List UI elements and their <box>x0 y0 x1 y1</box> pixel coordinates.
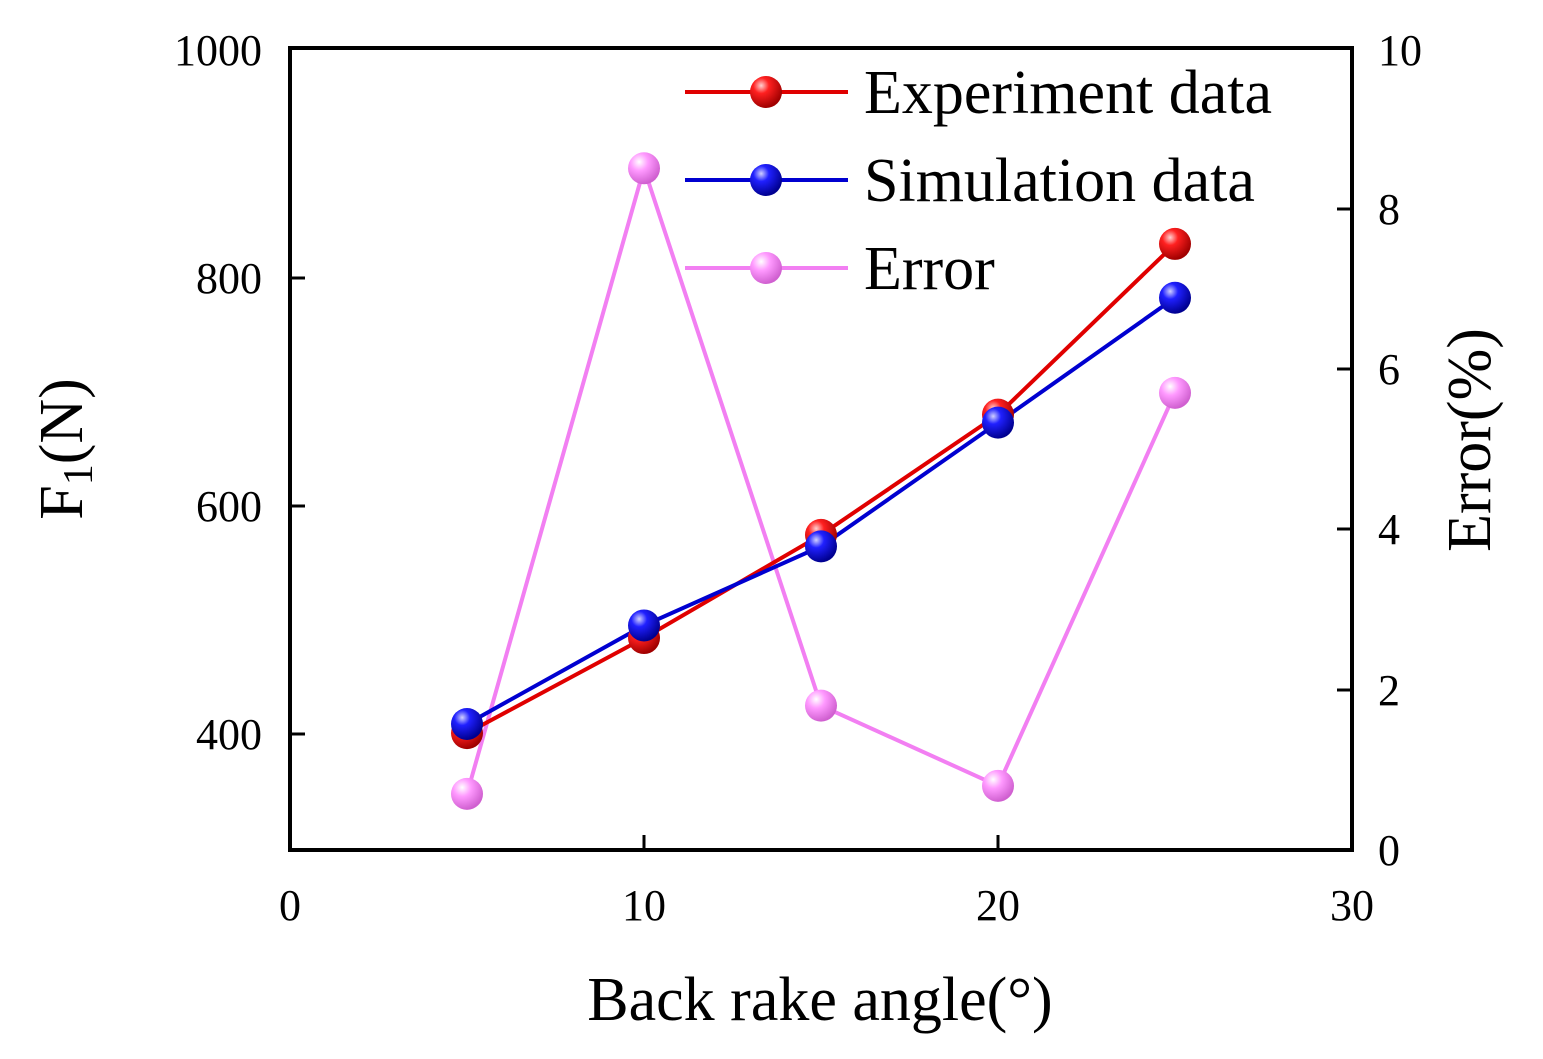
legend-label-simulation: Simulation data <box>864 147 1255 215</box>
legend-label-error: Error <box>864 235 995 303</box>
y2-axis-title: Error(%) <box>1436 328 1504 552</box>
data-point-simulation <box>805 530 837 563</box>
y-tick-label: 400 <box>196 710 262 759</box>
x-tick-label: 0 <box>279 881 301 930</box>
y-axis-left: 400 600 800 1000 F1(N) <box>28 26 305 759</box>
y-axis-title: F1(N) <box>28 378 102 520</box>
legend-marker-error <box>750 252 782 284</box>
data-point-simulation <box>982 406 1014 439</box>
data-point-error <box>982 769 1014 802</box>
y2-tick-label: 0 <box>1378 826 1400 875</box>
y2-tick-label: 6 <box>1378 345 1400 394</box>
x-tick-label: 30 <box>1330 881 1374 930</box>
data-point-experiment <box>1159 227 1191 260</box>
series-line-simulation <box>466 296 1177 726</box>
y2-tick-label: 8 <box>1378 185 1400 234</box>
data-point-simulation <box>1159 281 1191 314</box>
data-point-simulation <box>628 609 660 642</box>
y2-tick-label: 4 <box>1378 505 1400 554</box>
plot-frame <box>288 46 1354 852</box>
legend-label-experiment: Experiment data <box>864 59 1272 127</box>
legend-marker-simulation <box>750 164 782 196</box>
data-point-error <box>805 689 837 722</box>
x-axis-title: Back rake angle(°) <box>587 966 1052 1034</box>
series-layer <box>451 152 1191 810</box>
y-tick-label: 600 <box>196 482 262 531</box>
series-line-experiment <box>466 242 1177 735</box>
x-tick-label: 20 <box>976 881 1020 930</box>
data-point-error <box>1159 376 1191 409</box>
x-tick-label: 10 <box>622 881 666 930</box>
y2-tick-label: 10 <box>1378 26 1422 75</box>
data-point-simulation <box>451 707 483 740</box>
y-tick-label: 800 <box>196 254 262 303</box>
data-point-error <box>451 777 483 810</box>
data-point-error <box>628 152 660 185</box>
x-axis: 0 10 20 30 Back rake angle(°) <box>279 835 1374 1034</box>
legend-marker-experiment <box>750 76 782 108</box>
y-axis-right: 0 2 4 6 8 10 Error(%) <box>1337 26 1504 875</box>
y2-tick-label: 2 <box>1378 666 1400 715</box>
y-tick-label: 1000 <box>174 26 262 75</box>
legend: Experiment data Simulation data Error <box>685 59 1272 303</box>
